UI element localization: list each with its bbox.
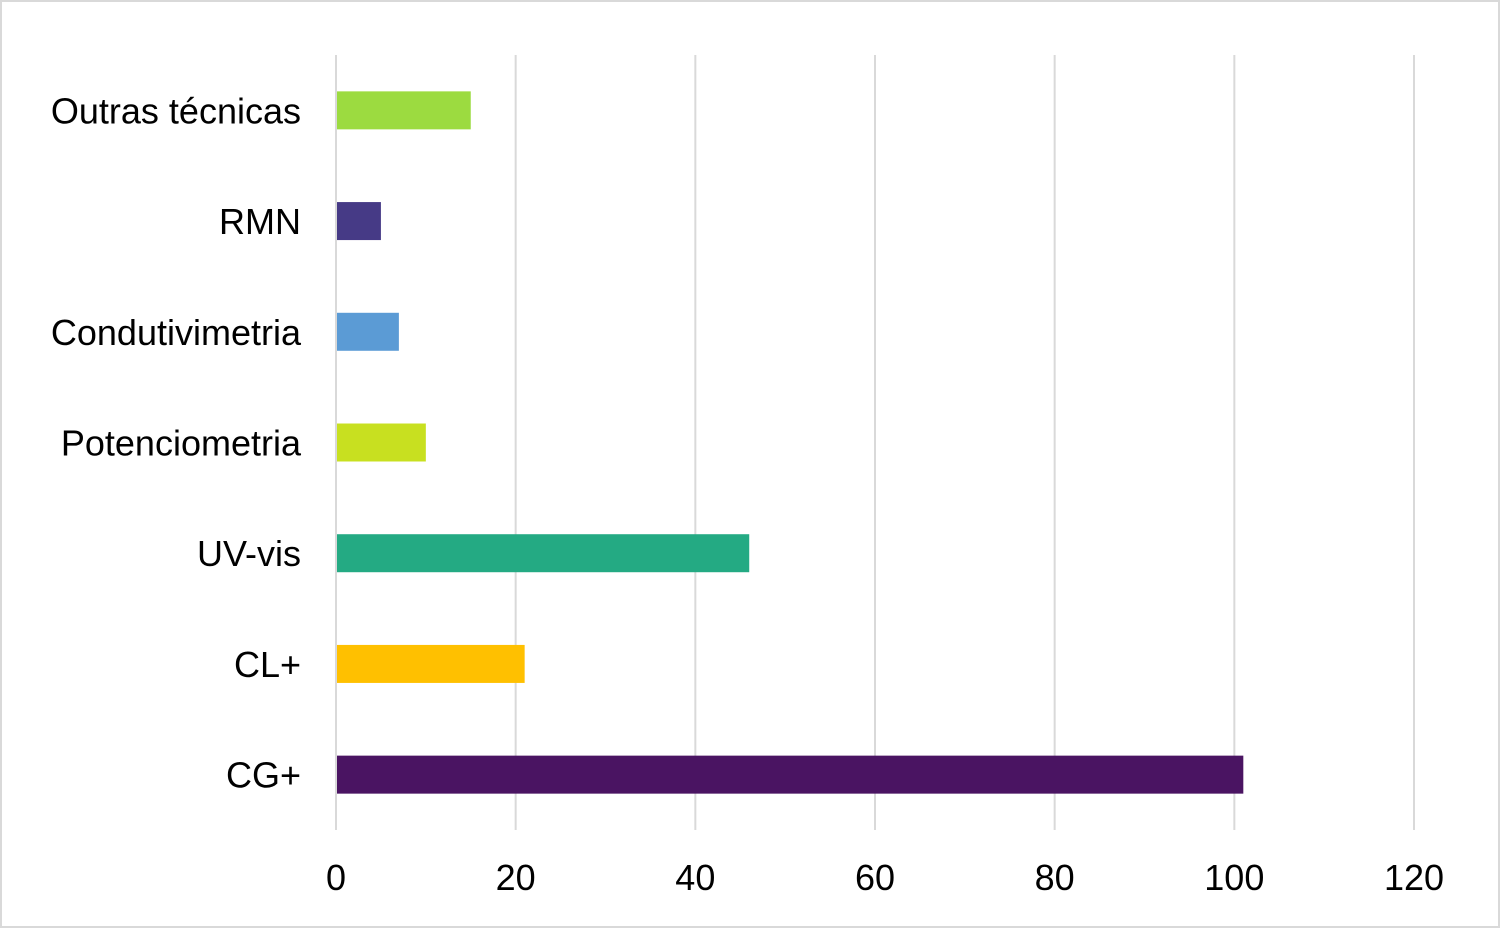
y-category-label: Potenciometria (61, 423, 302, 464)
bar (337, 312, 399, 351)
x-tick-label: 20 (496, 857, 536, 898)
x-tick-label: 100 (1204, 857, 1264, 898)
bar (337, 755, 1244, 794)
y-category-label: RMN (219, 201, 301, 242)
x-tick-label: 0 (326, 857, 346, 898)
y-category-label: Condutivimetria (51, 312, 302, 353)
x-tick-label: 80 (1035, 857, 1075, 898)
bar (337, 202, 381, 241)
y-category-label: CG+ (226, 755, 301, 796)
y-category-label: Outras técnicas (51, 90, 301, 131)
y-category-label: CL+ (234, 644, 301, 685)
y-category-label: UV-vis (197, 533, 301, 574)
bar (337, 423, 426, 462)
bar (337, 534, 750, 573)
x-tick-label: 120 (1384, 857, 1444, 898)
x-tick-label: 40 (675, 857, 715, 898)
x-tick-label: 60 (855, 857, 895, 898)
bar (337, 91, 471, 130)
bar (337, 644, 525, 683)
